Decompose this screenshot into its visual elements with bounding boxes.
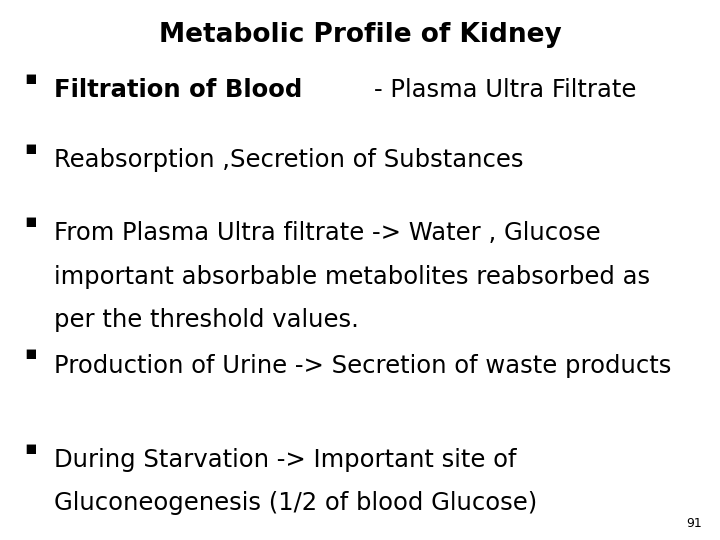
Text: Filtration of Blood: Filtration of Blood (54, 78, 302, 102)
Text: From Plasma Ultra filtrate -> Water , Glucose: From Plasma Ultra filtrate -> Water , Gl… (54, 221, 600, 245)
Text: Gluconeogenesis (1/2 of blood Glucose): Gluconeogenesis (1/2 of blood Glucose) (54, 491, 537, 515)
Text: 91: 91 (686, 517, 702, 530)
Text: During Starvation -> Important site of: During Starvation -> Important site of (54, 448, 516, 472)
Text: - Plasma Ultra Filtrate: - Plasma Ultra Filtrate (374, 78, 636, 102)
Text: important absorbable metabolites reabsorbed as: important absorbable metabolites reabsor… (54, 265, 650, 288)
Text: Metabolic Profile of Kidney: Metabolic Profile of Kidney (158, 22, 562, 48)
Text: ▪: ▪ (24, 212, 37, 231)
Text: per the threshold values.: per the threshold values. (54, 308, 359, 332)
Text: Reabsorption ,Secretion of Substances: Reabsorption ,Secretion of Substances (54, 148, 523, 172)
Text: ▪: ▪ (24, 344, 37, 363)
Text: ▪: ▪ (24, 69, 37, 88)
Text: ▪: ▪ (24, 139, 37, 158)
Text: ▪: ▪ (24, 438, 37, 458)
Text: Production of Urine -> Secretion of waste products: Production of Urine -> Secretion of wast… (54, 354, 671, 377)
